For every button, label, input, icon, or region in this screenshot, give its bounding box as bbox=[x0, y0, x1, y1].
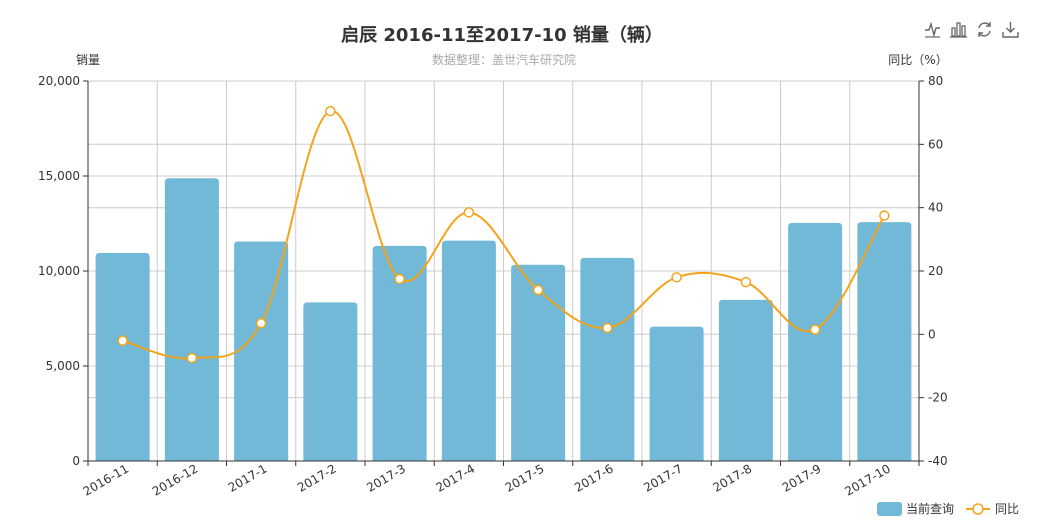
legend-item-bar[interactable]: 当前查询 bbox=[877, 501, 954, 516]
x-tick-label: 2017-7 bbox=[641, 461, 685, 494]
left-axis-label: 销量 bbox=[76, 53, 100, 67]
y-right-tick-label: 40 bbox=[928, 201, 943, 215]
yoy-point-2017-10 bbox=[879, 210, 890, 221]
yoy-point-2016-12 bbox=[186, 352, 198, 364]
yoy-point-2017-2 bbox=[325, 105, 336, 117]
download-icon[interactable] bbox=[1002, 21, 1019, 38]
bar-2017-1 bbox=[234, 241, 289, 461]
y-right-tick-label: -40 bbox=[928, 454, 948, 468]
x-tick-label: 2017-8 bbox=[710, 461, 754, 494]
y-left-tick-label: 0 bbox=[72, 454, 80, 468]
y-right-tick-label: 20 bbox=[928, 264, 943, 278]
chart-title: 启辰 2016-11至2017-10 销量（辆） bbox=[341, 24, 663, 46]
x-tick-label: 2017-6 bbox=[572, 461, 616, 494]
refresh-icon[interactable] bbox=[976, 21, 993, 38]
y-left-tick-label: 15,000 bbox=[38, 169, 80, 183]
y-left-tick-label: 20,000 bbox=[38, 74, 80, 88]
bar-2016-12 bbox=[164, 178, 219, 461]
yoy-point-2017-5 bbox=[532, 284, 544, 296]
right-axis-label: 同比（%） bbox=[888, 53, 947, 67]
x-tick-label: 2017-3 bbox=[364, 461, 408, 494]
bar-2017-8 bbox=[718, 299, 773, 461]
yoy-point-2017-4 bbox=[463, 207, 475, 218]
y-left-tick-label: 5,000 bbox=[46, 359, 80, 373]
y-left-tick-label: 10,000 bbox=[38, 264, 80, 278]
bar-2016-11 bbox=[95, 252, 150, 461]
bar-2017-10 bbox=[857, 222, 912, 461]
yoy-point-2016-11 bbox=[117, 335, 128, 346]
y-right-tick-label: 80 bbox=[928, 74, 943, 88]
line-chart-icon[interactable] bbox=[924, 21, 941, 38]
legend-line-label: 同比 bbox=[995, 502, 1019, 516]
x-tick-label: 2017-2 bbox=[295, 461, 339, 494]
x-tick-label: 2017-5 bbox=[503, 461, 547, 494]
bar-2017-7 bbox=[649, 326, 704, 461]
x-tick-label: 2017-9 bbox=[780, 461, 824, 494]
yoy-point-2017-1 bbox=[255, 318, 267, 329]
y-right-tick-label: 0 bbox=[928, 327, 936, 341]
y-right-tick-label: 60 bbox=[928, 137, 943, 151]
y-right-tick-label: -20 bbox=[928, 391, 948, 405]
bar-chart-icon[interactable] bbox=[950, 21, 967, 38]
chart-subtitle: 数据整理：盖世汽车研究院 bbox=[432, 52, 576, 67]
yoy-point-2017-7 bbox=[671, 272, 682, 283]
bar-layer bbox=[95, 178, 912, 461]
yoy-point-2017-3 bbox=[394, 273, 405, 285]
bar-2017-9 bbox=[788, 222, 843, 461]
bar-2017-2 bbox=[303, 302, 358, 461]
legend-bar-swatch bbox=[877, 502, 902, 516]
x-tick-label: 2017-10 bbox=[842, 461, 892, 498]
axis-layer bbox=[83, 80, 924, 466]
line-layer bbox=[117, 105, 890, 364]
x-tick-label: 2016-12 bbox=[150, 461, 200, 498]
bar-2017-6 bbox=[580, 257, 635, 461]
bar-2017-5 bbox=[511, 264, 566, 461]
yoy-point-2017-8 bbox=[740, 276, 752, 288]
legend-bar-label: 当前查询 bbox=[906, 501, 954, 516]
x-tick-label: 2016-11 bbox=[81, 461, 131, 498]
legend-item-line[interactable]: 同比 bbox=[966, 502, 1019, 516]
legend: 当前查询 同比 bbox=[877, 501, 1019, 516]
legend-line-marker bbox=[972, 503, 984, 515]
bar-2017-3 bbox=[372, 245, 427, 461]
x-tick-label: 2017-4 bbox=[433, 461, 477, 494]
bar-2017-4 bbox=[441, 240, 496, 461]
yoy-point-2017-6 bbox=[602, 322, 613, 334]
yoy-point-2017-9 bbox=[809, 324, 821, 335]
x-tick-label: 2017-1 bbox=[226, 461, 270, 494]
